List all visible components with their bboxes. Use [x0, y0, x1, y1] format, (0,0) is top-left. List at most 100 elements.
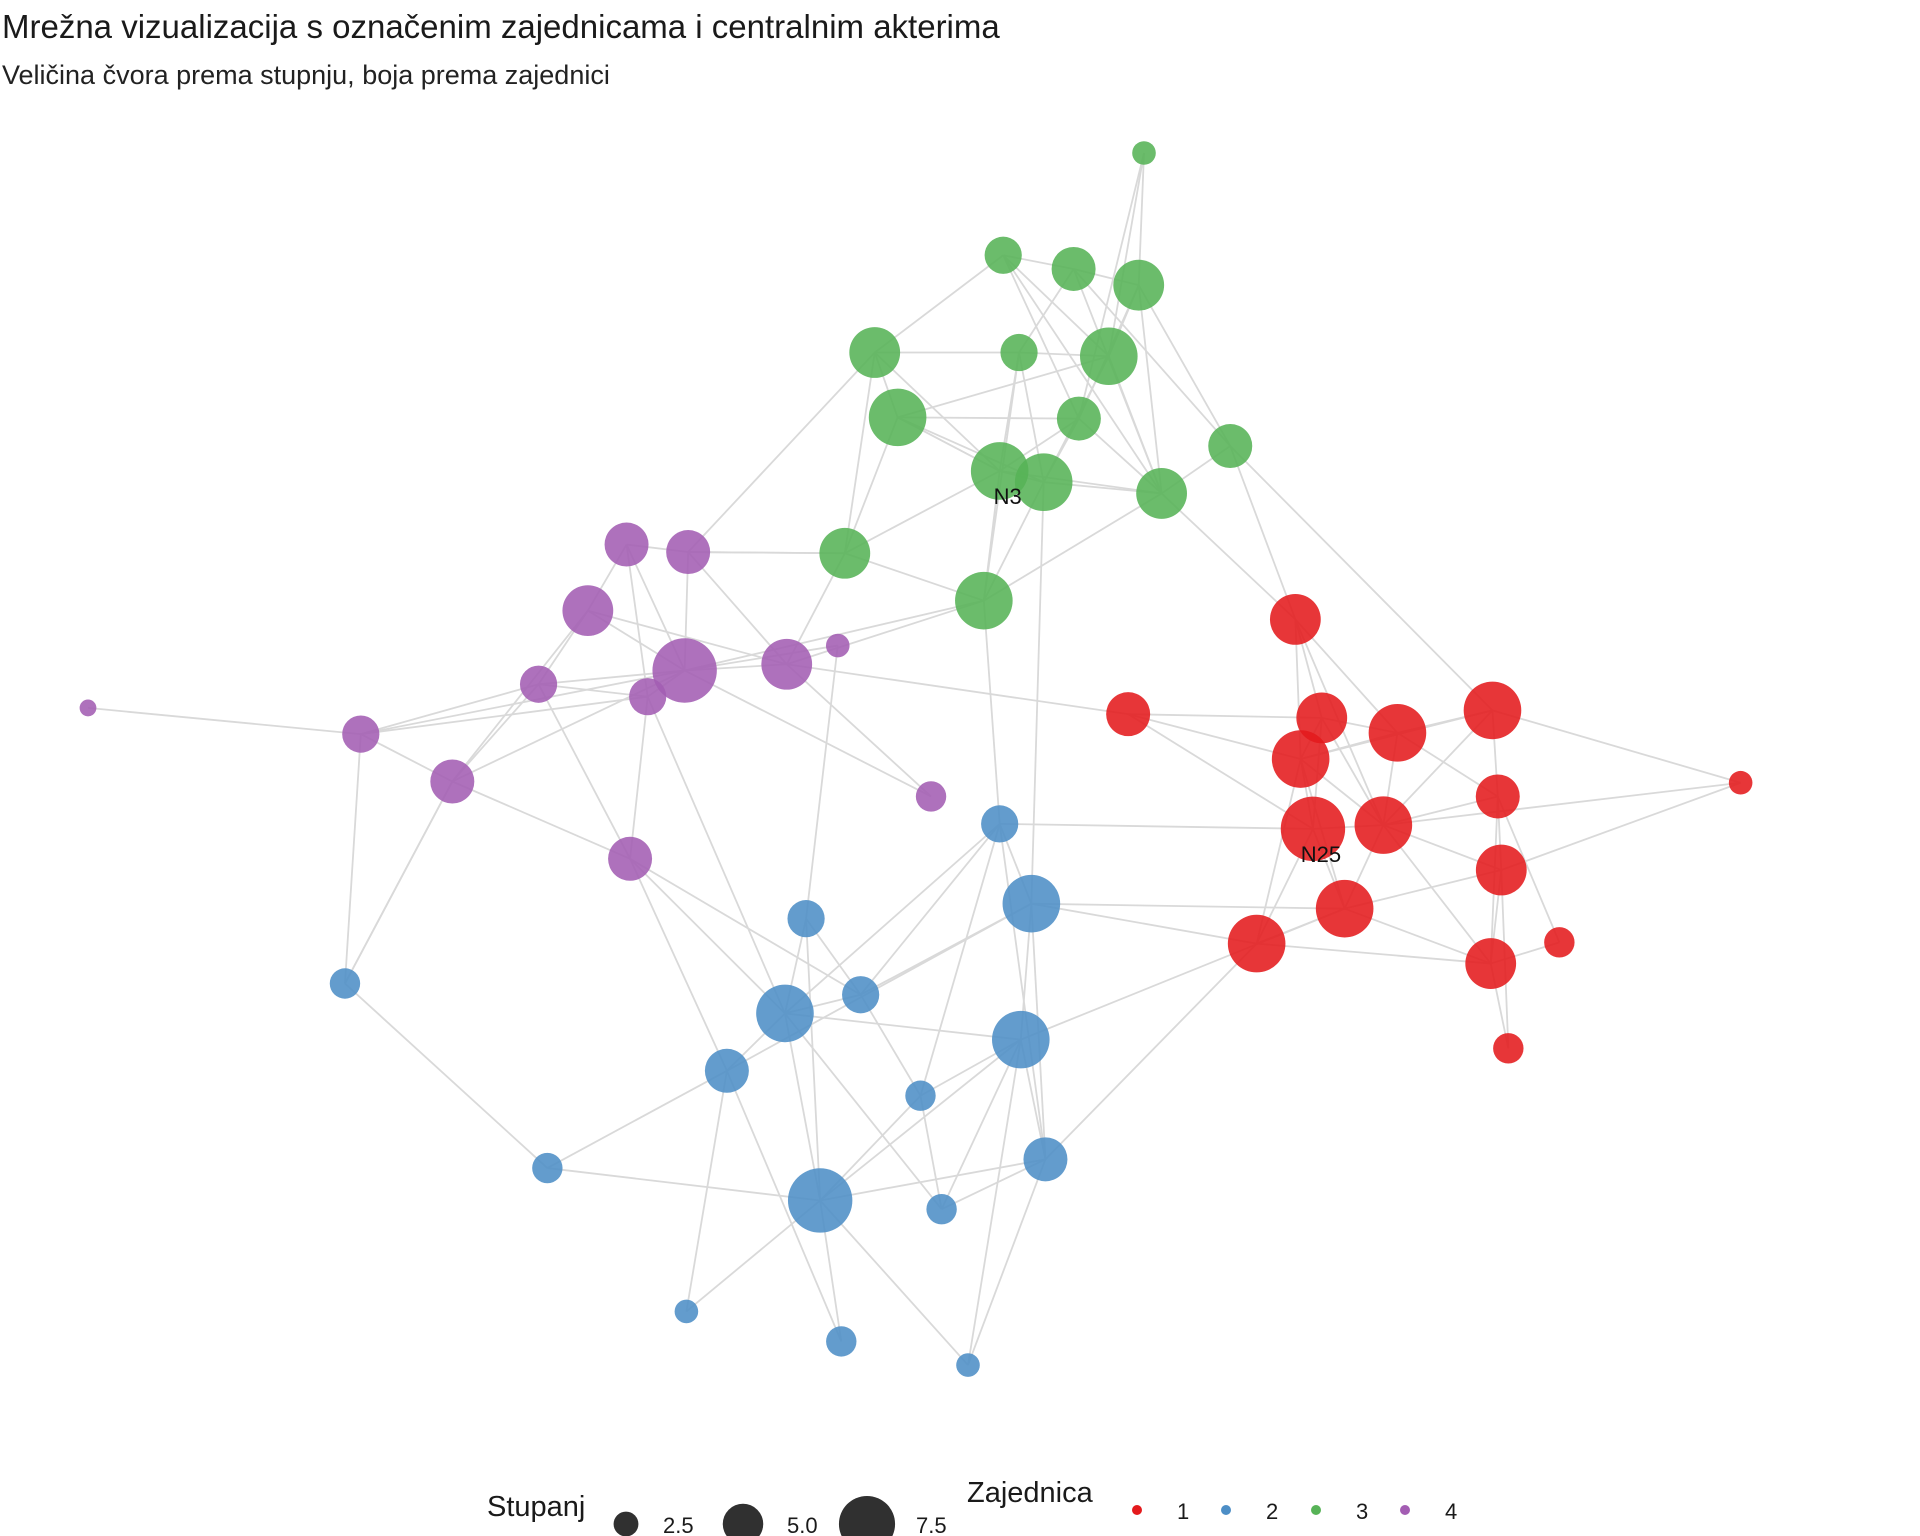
- node-label-N25: N25: [1301, 842, 1341, 867]
- node-p1: [604, 522, 649, 567]
- legend: Stupanj 2.5 5.0 7.5 Zajednica 1 2 3 4: [487, 1477, 1457, 1536]
- node-g8: [1056, 396, 1101, 441]
- node-g_top: [1132, 141, 1156, 165]
- chart-subtitle: Veličina čvora prema stupnju, boja prema…: [2, 60, 610, 90]
- legend-color-label-3: 3: [1356, 1499, 1368, 1524]
- legend-color-swatch-4: [1400, 1505, 1410, 1515]
- node-p6: [761, 638, 813, 690]
- node-b7: [992, 1010, 1050, 1069]
- edge-r7-r12: [1496, 796, 1561, 943]
- edge-b1-b9: [919, 823, 1001, 1096]
- node-b9: [905, 1080, 936, 1111]
- node-r3: [1296, 692, 1348, 744]
- edge-r8-r13: [1382, 824, 1492, 965]
- node-r6: [1271, 730, 1330, 788]
- edge-b1-b6: [784, 823, 1001, 1015]
- node-p9: [342, 715, 380, 753]
- edge-p9-b4: [344, 734, 362, 984]
- edge-p7-p9: [360, 683, 539, 735]
- chart-title: Mrežna vizualizacija s označenim zajedni…: [2, 8, 1000, 45]
- node-g1: [984, 236, 1022, 274]
- node-r12: [1544, 927, 1575, 958]
- edge-r11-b11: [1044, 942, 1258, 1160]
- edge-b9-b13: [919, 1095, 943, 1210]
- legend-color-swatch-1: [1132, 1505, 1142, 1515]
- node-b11: [1023, 1137, 1068, 1182]
- edge-b2-r11: [1031, 902, 1257, 945]
- node-b13: [926, 1194, 957, 1225]
- node-r8: [1354, 796, 1413, 854]
- edge-b12-b16: [819, 1199, 969, 1366]
- node-b16: [956, 1353, 980, 1377]
- edge-N3-g12: [844, 470, 1001, 555]
- edge-N25-b1: [999, 822, 1313, 830]
- node-label-N3: N3: [994, 484, 1022, 509]
- edge-p3-p10: [451, 610, 589, 783]
- edge-r_far-r8: [1383, 781, 1741, 827]
- edge-g10-b2: [1030, 482, 1045, 904]
- node-p3: [562, 585, 614, 637]
- node-g2: [1051, 246, 1096, 291]
- edge-r5-r_far: [1492, 709, 1741, 784]
- edge-b3-b12: [805, 918, 822, 1201]
- legend-color-label-4: 4: [1445, 1499, 1457, 1524]
- edge-b7-b16: [967, 1039, 1022, 1366]
- edge-b10-b12: [547, 1167, 821, 1202]
- legend-size-label-3: 7.5: [916, 1513, 947, 1536]
- edge-b4-p10: [344, 781, 454, 984]
- node-r9: [1475, 844, 1527, 896]
- edge-g1-g8: [1002, 254, 1080, 419]
- node-p2: [666, 530, 711, 575]
- node-r11: [1227, 914, 1286, 973]
- node-p5: [652, 638, 717, 703]
- legend-color-swatch-2: [1221, 1505, 1231, 1515]
- edge-b7-r10: [1020, 907, 1345, 1041]
- legend-color-swatch-3: [1311, 1505, 1321, 1515]
- node-r10: [1315, 879, 1374, 938]
- edge-r2-N25: [1127, 713, 1314, 830]
- edge-r11-r13: [1256, 942, 1491, 965]
- legend-size-items: 2.5 5.0 7.5: [613, 1495, 947, 1536]
- edge-g2-g9: [1072, 268, 1231, 447]
- edge-b4-b10: [344, 982, 548, 1169]
- node-b8: [704, 1048, 749, 1093]
- edge-p12-b6: [629, 858, 786, 1015]
- node-g4: [849, 327, 901, 378]
- edge-r10-b2: [1031, 902, 1345, 910]
- edge-b7-b12: [819, 1038, 1022, 1202]
- node-b5: [842, 976, 880, 1014]
- edge-b8-b14: [685, 1070, 728, 1312]
- legend-size-swatch-2: [722, 1503, 764, 1536]
- node-p_far: [79, 699, 97, 717]
- node-g6: [1080, 327, 1138, 386]
- edge-p12-b8: [629, 858, 728, 1072]
- legend-size-label-1: 2.5: [663, 1513, 694, 1536]
- edge-g4-p2: [687, 351, 876, 553]
- node-r7: [1475, 774, 1520, 819]
- edge-r2-r3: [1128, 713, 1322, 719]
- edge-b11-b1: [998, 823, 1047, 1160]
- node-b15: [826, 1326, 857, 1357]
- node-g5: [1000, 333, 1038, 372]
- edge-r2-r6: [1127, 713, 1301, 760]
- edges-layer: [87, 152, 1741, 1366]
- edge-b2-b8: [726, 902, 1032, 1072]
- edge-g11-g13: [983, 492, 1163, 602]
- edge-p10-p12: [451, 780, 631, 860]
- edge-b7-b13: [940, 1039, 1022, 1210]
- edge-b5-b9: [859, 994, 922, 1097]
- node-g11: [1136, 468, 1187, 519]
- edge-g1-g11: [1002, 254, 1163, 494]
- edge-b1-b5: [859, 823, 1001, 996]
- node-b2: [1002, 874, 1061, 933]
- node-g10: [1014, 453, 1073, 512]
- edge-p6-p11: [786, 663, 932, 798]
- node-g7: [868, 388, 927, 447]
- edge-p7-p12: [537, 683, 631, 860]
- edge-b5-p12: [629, 858, 862, 996]
- node-g13: [955, 571, 1013, 630]
- legend-size-swatch-1: [613, 1511, 639, 1536]
- node-N25: [1280, 796, 1346, 862]
- node-p11: [915, 781, 947, 812]
